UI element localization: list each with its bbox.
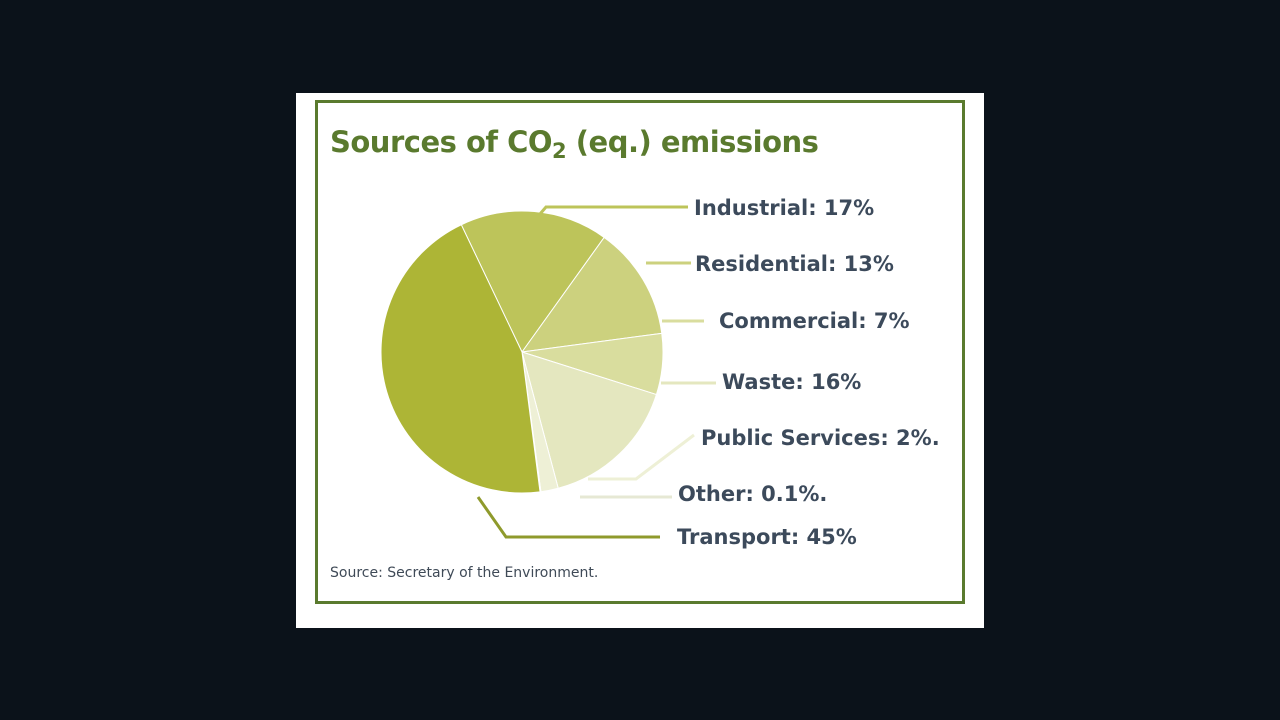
chart-title-suffix: (eq.) emissions bbox=[566, 125, 819, 159]
pie-chart: Industrial: 17% Residential: 13% Commercia… bbox=[380, 196, 940, 549]
slice-label-commercial: Commercial: 7% bbox=[719, 309, 910, 333]
chart-card: Sources of CO2 (eq.) emissions Industria… bbox=[296, 93, 984, 628]
pie-slice-transport bbox=[380, 224, 541, 494]
slice-label-residential: Residential: 13% bbox=[695, 252, 894, 276]
leader-line-public-services bbox=[588, 433, 695, 481]
slice-label-transport: Transport: 45% bbox=[677, 525, 857, 549]
slice-label-industrial: Industrial: 17% bbox=[694, 196, 874, 220]
slice-label-other: Other: 0.1%. bbox=[678, 482, 827, 506]
chart-title-subscript: 2 bbox=[552, 139, 567, 163]
slice-label-public-services: Public Services: 2%. bbox=[701, 426, 940, 450]
chart-title: Sources of CO2 (eq.) emissions bbox=[330, 125, 819, 163]
chart-frame: Sources of CO2 (eq.) emissions Industria… bbox=[315, 100, 965, 604]
pie-slice-industrial bbox=[460, 210, 605, 353]
pie-slice-residential bbox=[520, 236, 663, 353]
chart-title-prefix: Sources of CO bbox=[330, 125, 553, 159]
pie-slice-waste bbox=[521, 351, 658, 489]
leader-line-transport bbox=[476, 496, 660, 539]
source-note: Source: Secretary of the Environment. bbox=[330, 565, 599, 581]
leader-line-industrial bbox=[538, 205, 688, 215]
slice-label-waste: Waste: 16% bbox=[722, 370, 861, 394]
